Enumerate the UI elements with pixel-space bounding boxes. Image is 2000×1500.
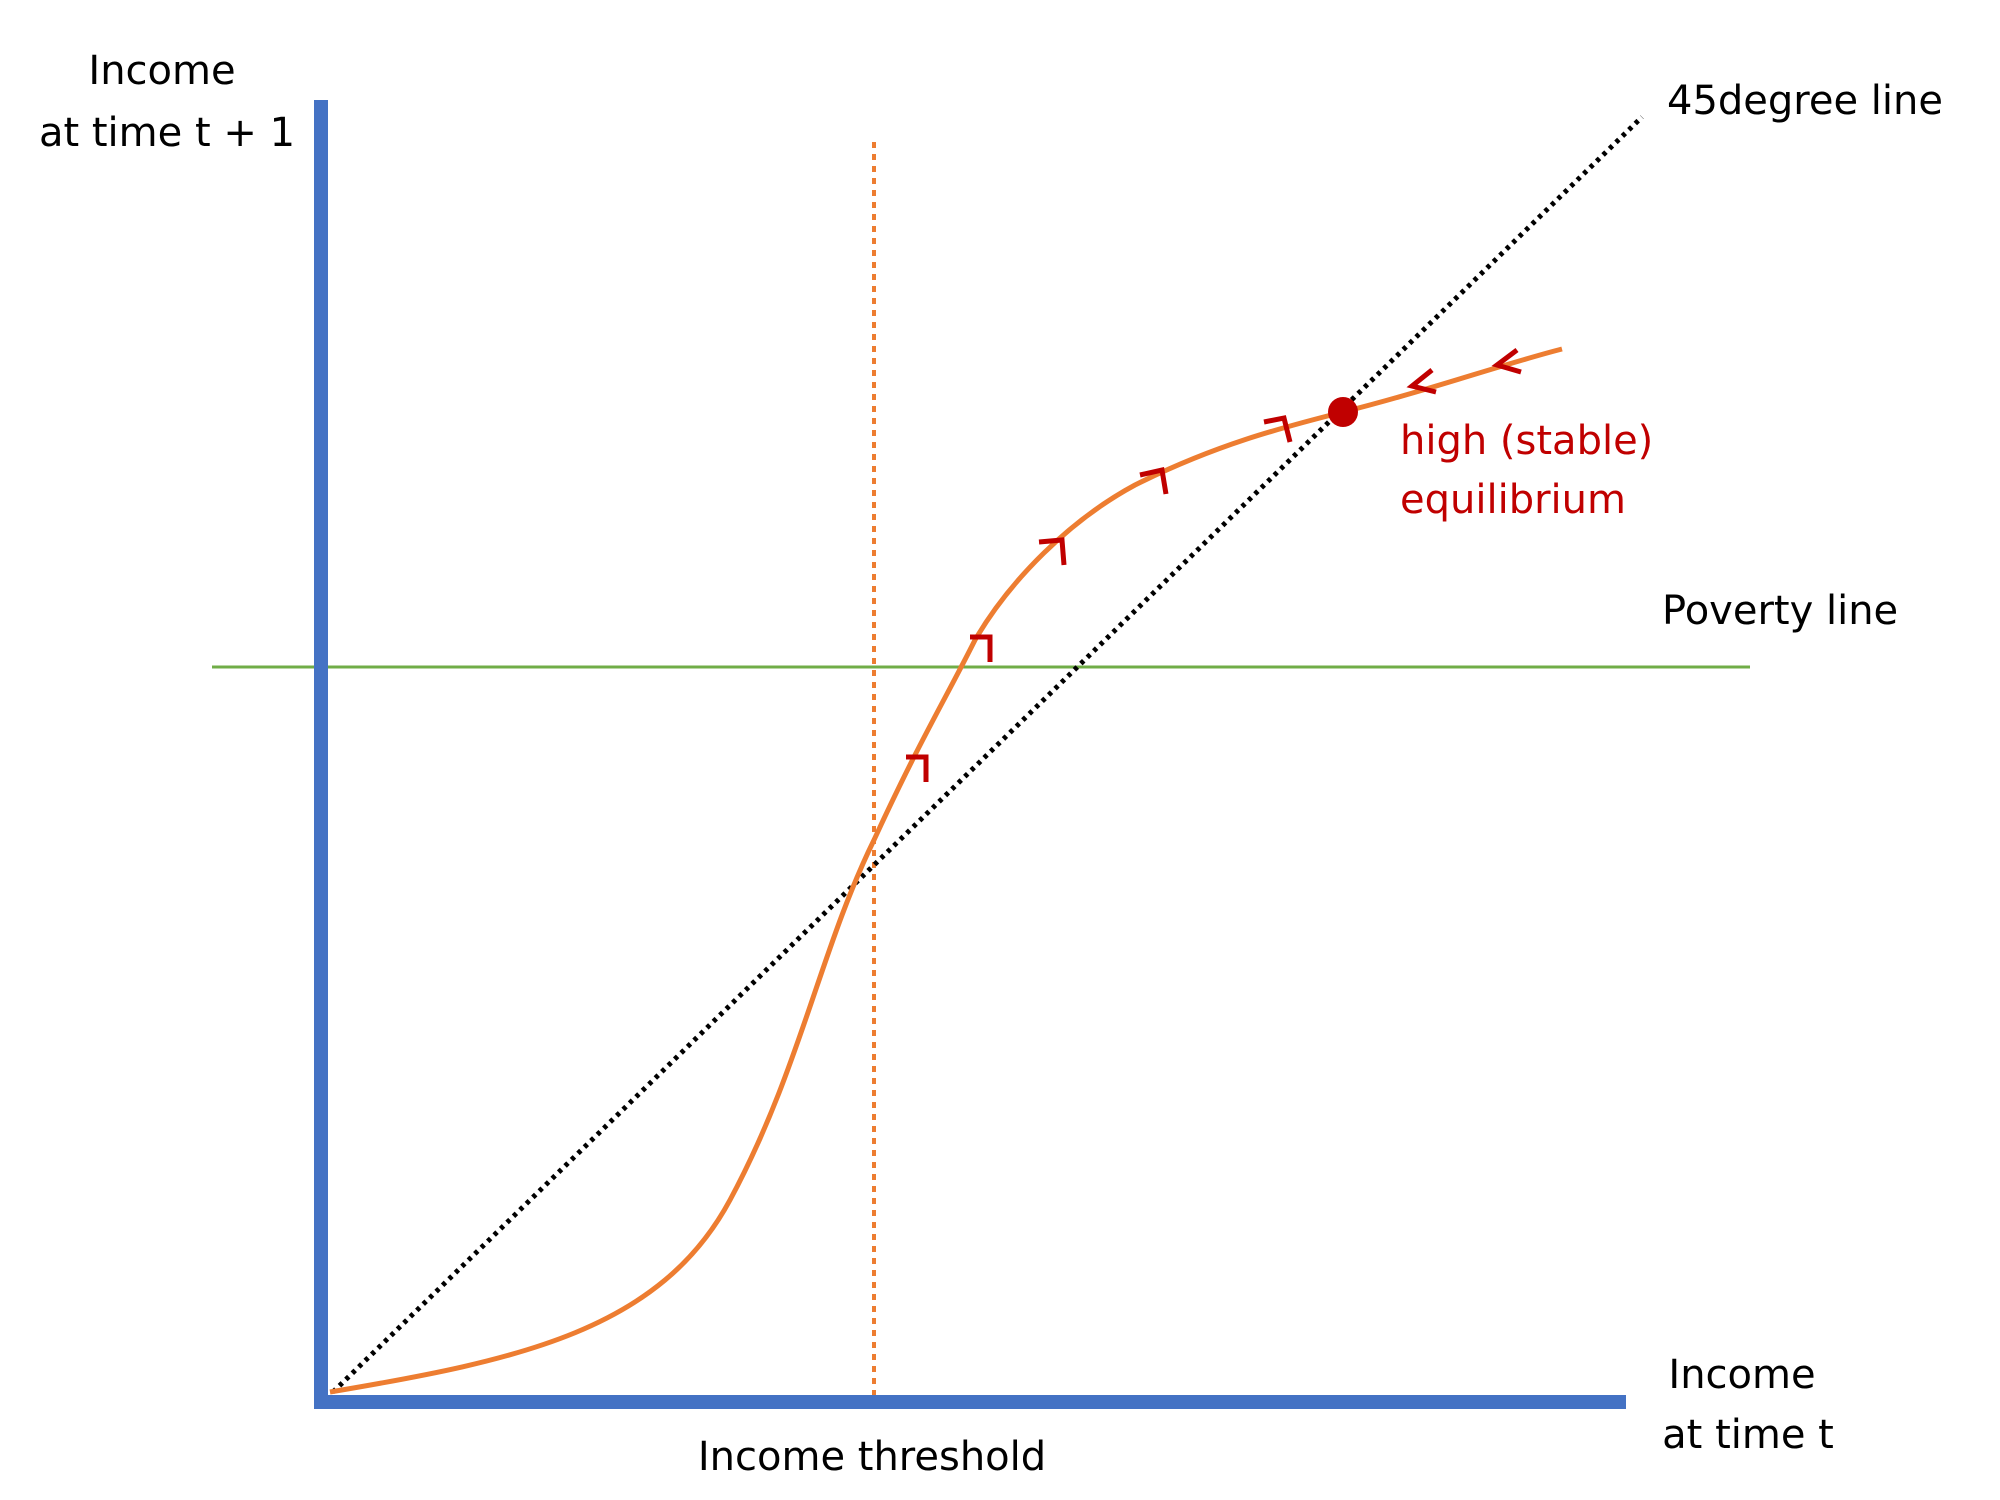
x-axis — [314, 1395, 1626, 1409]
diagonal-line — [331, 115, 1644, 1394]
y-axis — [314, 100, 328, 1409]
equilibrium-label-line1: high (stable) — [1400, 418, 1653, 464]
arrow-left — [1406, 368, 1437, 395]
y-axis-label-line1: Income — [88, 48, 235, 94]
arrow-right — [1038, 537, 1067, 566]
arrow-markers — [906, 348, 1522, 782]
poverty-line-label: Poverty line — [1662, 588, 1898, 634]
x-axis-label-line2: at time t — [1662, 1412, 1834, 1458]
arrow-right — [1139, 466, 1169, 495]
equilibrium-point — [1328, 397, 1358, 427]
income-curve — [329, 346, 1563, 1395]
arrow-left — [1491, 348, 1522, 375]
equilibrium-label-line2: equilibrium — [1400, 477, 1626, 523]
arrow-right — [906, 754, 929, 782]
income-threshold-label: Income threshold — [698, 1434, 1046, 1480]
x-axis-label-line1: Income — [1668, 1352, 1815, 1398]
y-axis-label-line2: at time t + 1 — [39, 110, 295, 156]
arrow-right — [1263, 415, 1293, 443]
diagonal-label: 45degree line — [1667, 78, 1943, 124]
arrow-right — [970, 634, 993, 662]
